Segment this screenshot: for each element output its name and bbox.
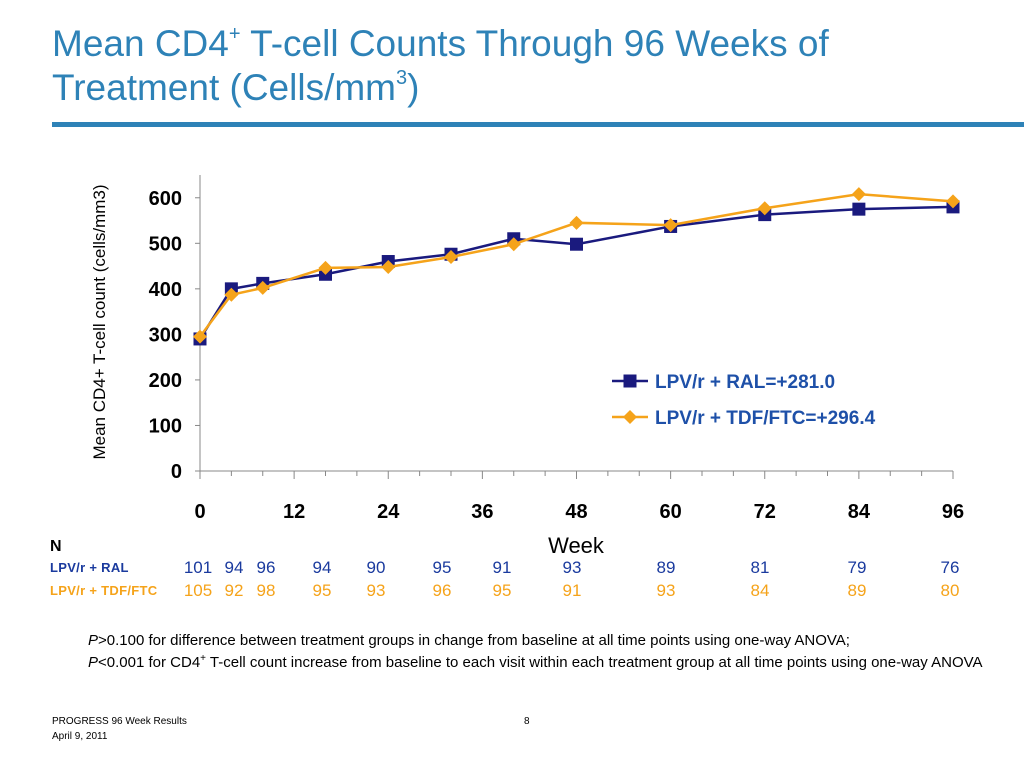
n-value: 84 xyxy=(750,581,770,600)
chart-series xyxy=(193,187,960,346)
footer-date: April 9, 2011 xyxy=(52,731,108,742)
x-axis-label: Week xyxy=(548,533,605,558)
n-value: 91 xyxy=(492,558,512,577)
x-tick-label: 24 xyxy=(377,501,400,523)
x-tick-label: 0 xyxy=(194,501,205,523)
footnote-2: P<0.001 for CD4+ T-cell count increase f… xyxy=(88,653,983,672)
data-point xyxy=(946,194,960,209)
data-point xyxy=(851,187,866,202)
x-tick-label: 96 xyxy=(942,501,964,523)
data-point xyxy=(381,259,396,274)
x-tick-label: 48 xyxy=(565,501,587,523)
n-value: 79 xyxy=(847,558,867,577)
n-value: 76 xyxy=(940,558,960,577)
n-value: 93 xyxy=(366,581,386,600)
data-point xyxy=(757,201,772,216)
chart-legend: LPV/r + RAL=+281.0 LPV/r + TDF/FTC=+296.4 xyxy=(612,372,876,429)
n-value: 94 xyxy=(224,558,244,577)
x-tick-label: 60 xyxy=(660,501,682,523)
chart-axes: 0 100 200 300 400 500 600 0 12 24 36 48 60 72 84 96 Week… xyxy=(90,175,964,558)
n-value: 96 xyxy=(256,558,276,577)
x-tick-label: 72 xyxy=(754,501,776,523)
data-point xyxy=(570,237,583,251)
y-tick-label: 100 xyxy=(149,415,182,437)
x-tick-label: 36 xyxy=(471,501,493,523)
n-value: 93 xyxy=(562,558,582,577)
y-tick-label: 600 xyxy=(149,188,182,210)
data-point xyxy=(193,329,207,344)
n-value: 81 xyxy=(750,558,770,577)
data-point xyxy=(569,215,584,230)
n-value: 95 xyxy=(432,558,452,577)
slide-title: Mean CD4+ T-cell Counts Through 96 Weeks… xyxy=(52,23,829,108)
n-value: 101 xyxy=(183,558,213,577)
data-point xyxy=(224,287,239,302)
y-axis-label: Mean CD4+ T-cell count (cells/mm3) xyxy=(90,184,109,459)
legend-label: LPV/r + RAL=+281.0 xyxy=(655,372,835,393)
y-tick-label: 200 xyxy=(149,370,182,392)
n-value: 92 xyxy=(224,581,244,600)
n-value: 89 xyxy=(656,558,676,577)
y-tick-label: 400 xyxy=(149,279,182,301)
n-value: 95 xyxy=(492,581,512,600)
n-value: 89 xyxy=(847,581,867,600)
x-tick-label: 12 xyxy=(283,501,305,523)
series-line xyxy=(198,192,954,338)
n-value: 93 xyxy=(656,581,676,600)
n-value: 91 xyxy=(562,581,582,600)
n-value: 80 xyxy=(940,581,960,600)
data-point xyxy=(852,202,866,216)
data-point xyxy=(663,218,678,233)
data-point xyxy=(255,280,270,295)
page-number: 8 xyxy=(524,716,530,727)
n-value: 105 xyxy=(183,581,213,600)
legend-marker xyxy=(623,410,637,424)
data-point xyxy=(444,249,458,264)
x-tick-label: 84 xyxy=(848,501,871,523)
n-value: 95 xyxy=(312,581,332,600)
data-point xyxy=(506,237,521,252)
n-table-header: N xyxy=(50,538,62,555)
series-2 xyxy=(193,187,960,344)
legend-marker xyxy=(623,374,637,388)
footnote-1: P>0.100 for difference between treatment… xyxy=(88,632,850,649)
n-row-label: LPV/r + RAL xyxy=(50,560,129,575)
n-value: 98 xyxy=(256,581,276,600)
data-point xyxy=(318,260,333,275)
footer-title: PROGRESS 96 Week Results xyxy=(52,716,187,727)
n-value: 96 xyxy=(432,581,452,600)
y-tick-label: 300 xyxy=(149,324,182,346)
legend-label: LPV/r + TDF/FTC=+296.4 xyxy=(655,408,876,429)
n-value: 90 xyxy=(366,558,386,577)
footnotes: P>0.100 for difference between treatment… xyxy=(88,630,988,674)
n-row-label: LPV/r + TDF/FTC xyxy=(50,583,158,598)
title-divider xyxy=(52,122,1024,127)
y-tick-label: 500 xyxy=(149,233,182,255)
y-tick-label: 0 xyxy=(171,461,182,483)
n-value: 94 xyxy=(312,558,332,577)
